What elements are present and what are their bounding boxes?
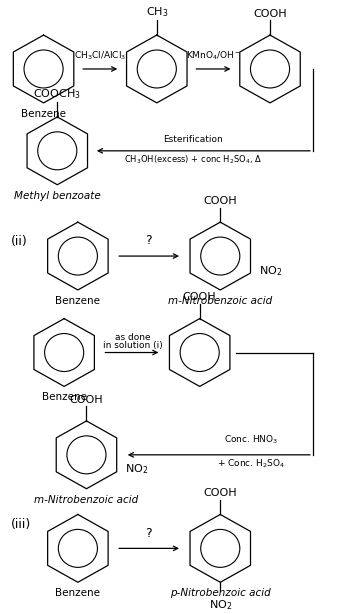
Text: Benzene: Benzene (21, 109, 66, 119)
Text: Benzene: Benzene (55, 296, 100, 306)
Text: CH$_3$Cl/AlCl$_3$: CH$_3$Cl/AlCl$_3$ (74, 50, 126, 62)
Text: ?: ? (145, 235, 152, 247)
Text: NO$_2$: NO$_2$ (209, 599, 232, 612)
Text: NO$_2$: NO$_2$ (125, 462, 148, 476)
Text: COOH: COOH (183, 292, 217, 302)
Text: CH$_3$: CH$_3$ (146, 5, 168, 18)
Text: (iii): (iii) (11, 518, 31, 532)
Text: (ii): (ii) (11, 235, 28, 248)
Text: Methyl benzoate: Methyl benzoate (14, 190, 101, 201)
Text: as done: as done (115, 333, 150, 342)
Text: NO$_2$: NO$_2$ (259, 264, 282, 278)
Text: Benzene: Benzene (42, 392, 87, 402)
Text: COOH: COOH (203, 488, 237, 498)
Text: Conc. HNO$_3$: Conc. HNO$_3$ (224, 433, 278, 446)
Text: in solution (i): in solution (i) (103, 341, 163, 350)
Text: m-Nitrobenzoic acid: m-Nitrobenzoic acid (34, 495, 139, 505)
Text: m-Nitrobenzoic acid: m-Nitrobenzoic acid (168, 296, 272, 306)
Text: ?: ? (145, 527, 152, 540)
Text: Benzene: Benzene (55, 588, 100, 598)
Text: CH$_3$OH(excess) + conc H$_2$SO$_4$, $\Delta$: CH$_3$OH(excess) + conc H$_2$SO$_4$, $\D… (124, 154, 262, 166)
Text: KMnO$_4$/OH$^-$: KMnO$_4$/OH$^-$ (186, 50, 241, 62)
Text: Esterification: Esterification (163, 135, 223, 144)
Text: COOH: COOH (253, 9, 287, 18)
Text: COOCH$_3$: COOCH$_3$ (33, 87, 81, 101)
Text: COOH: COOH (203, 196, 237, 206)
Text: COOH: COOH (70, 395, 103, 405)
Text: p-Nitrobenzoic acid: p-Nitrobenzoic acid (170, 588, 271, 598)
Text: + Conc. H$_2$SO$_4$: + Conc. H$_2$SO$_4$ (217, 458, 285, 470)
